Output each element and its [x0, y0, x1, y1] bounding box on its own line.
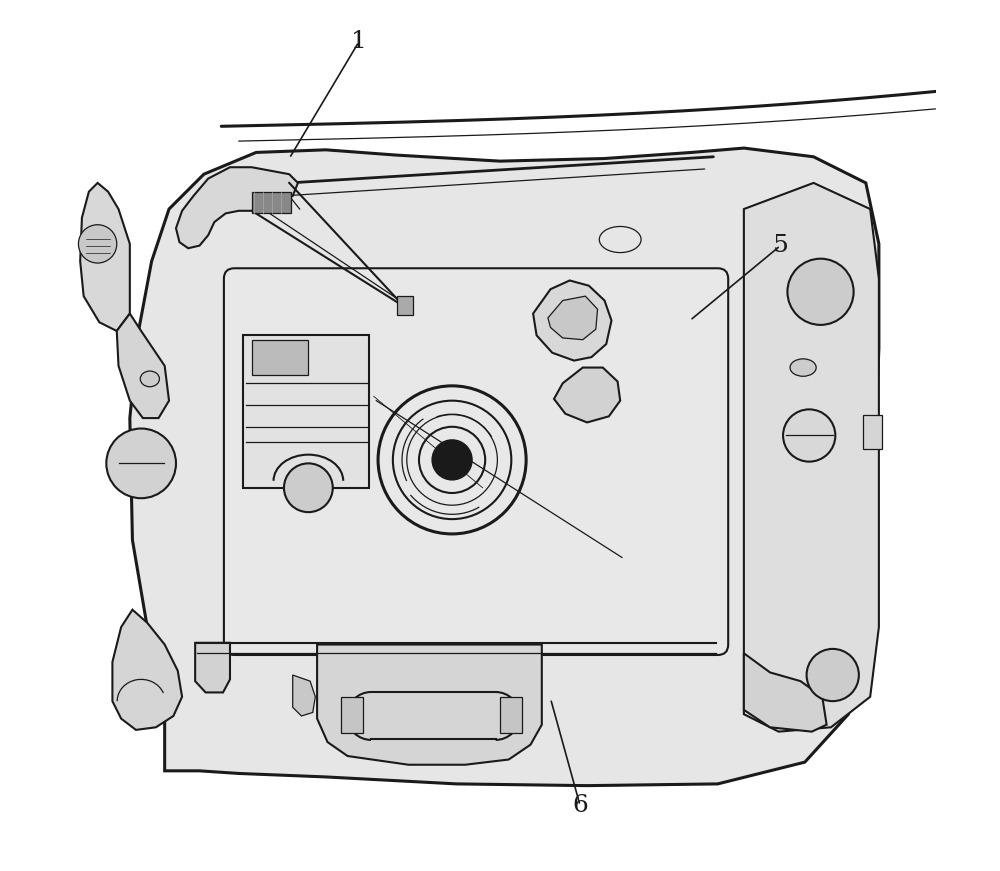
Polygon shape: [548, 296, 598, 340]
Ellipse shape: [790, 359, 816, 376]
Circle shape: [78, 225, 117, 263]
Circle shape: [807, 649, 859, 701]
Polygon shape: [744, 183, 879, 732]
Polygon shape: [176, 167, 298, 248]
Circle shape: [787, 259, 854, 325]
Bar: [252, 192, 291, 213]
Ellipse shape: [140, 371, 159, 387]
Text: 1: 1: [351, 30, 367, 53]
Bar: [341, 697, 363, 733]
Bar: [863, 415, 882, 449]
Polygon shape: [117, 314, 169, 418]
FancyBboxPatch shape: [224, 268, 728, 655]
Text: 5: 5: [773, 234, 788, 257]
Polygon shape: [533, 280, 611, 361]
Text: 6: 6: [572, 794, 588, 817]
Polygon shape: [80, 183, 130, 331]
Bar: [252, 340, 308, 375]
Circle shape: [106, 429, 176, 498]
Polygon shape: [195, 643, 230, 692]
Polygon shape: [112, 610, 182, 730]
Polygon shape: [554, 368, 620, 422]
Circle shape: [433, 441, 471, 479]
Polygon shape: [744, 653, 827, 732]
Circle shape: [284, 463, 333, 512]
Bar: [500, 697, 522, 733]
Polygon shape: [293, 675, 315, 716]
Polygon shape: [130, 148, 879, 786]
Polygon shape: [317, 645, 542, 765]
Bar: [397, 296, 413, 315]
Circle shape: [783, 409, 835, 462]
Bar: [243, 335, 369, 488]
